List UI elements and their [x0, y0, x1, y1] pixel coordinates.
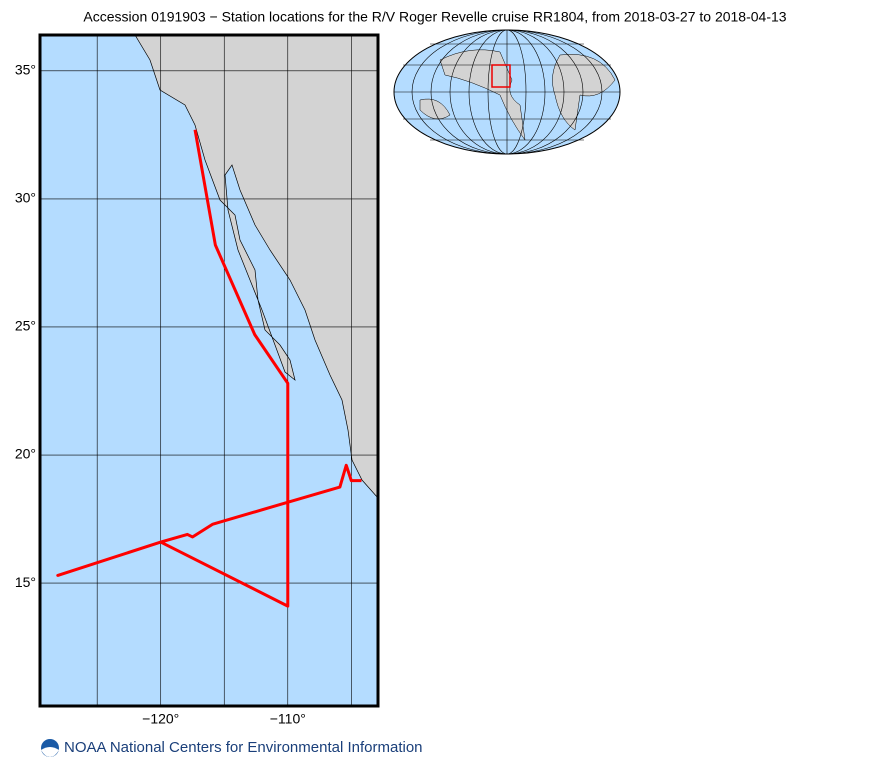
x-tick-label: −110° — [270, 711, 306, 727]
land — [134, 35, 378, 499]
y-tick-label: 25° — [15, 318, 36, 334]
map-frame — [38, 33, 380, 708]
footer: NOAA National Centers for Environmental … — [64, 739, 423, 756]
y-tick-label: 15° — [15, 574, 36, 590]
cruise-track — [56, 129, 362, 608]
y-tick-label: 35° — [15, 62, 36, 78]
noaa-logo — [41, 739, 59, 757]
title: Accession 0191903 − Station locations fo… — [83, 9, 786, 25]
y-tick-label: 20° — [15, 446, 36, 462]
y-tick-label: 30° — [15, 190, 36, 206]
x-tick-label: −120° — [142, 711, 179, 727]
inset-globe — [393, 29, 621, 155]
